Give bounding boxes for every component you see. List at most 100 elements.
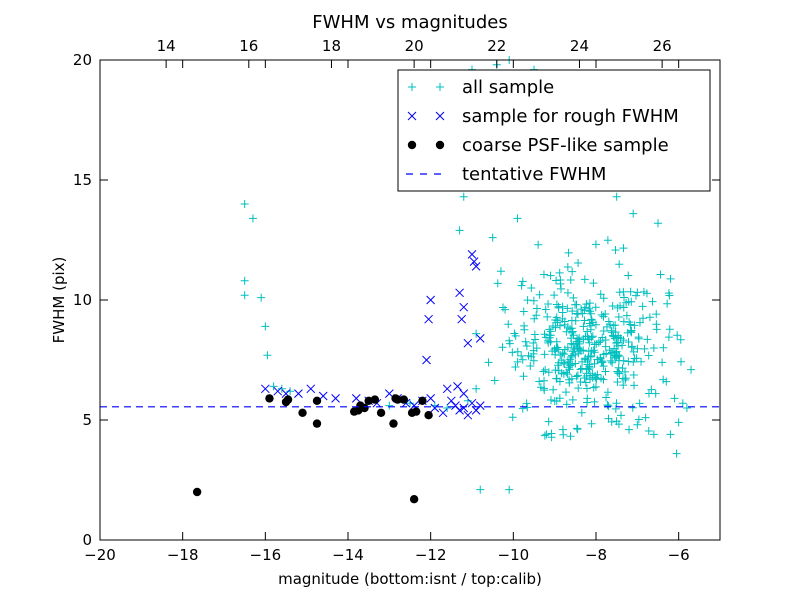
point-rough [430, 403, 440, 413]
point-all [240, 276, 249, 285]
point-all [563, 304, 572, 313]
legend-label-rough: sample for rough FWHM [462, 106, 679, 127]
point-all [610, 334, 619, 343]
point-all [682, 404, 691, 412]
point-all [615, 260, 624, 269]
legend-box [397, 69, 711, 192]
point-all [618, 341, 627, 350]
point-all [406, 399, 414, 408]
point-all [664, 333, 673, 342]
point-all [573, 425, 582, 434]
point-rough [471, 262, 481, 271]
point-all [472, 384, 481, 393]
point-all [586, 351, 595, 360]
point-all [566, 275, 575, 284]
point-all [581, 378, 590, 387]
point-all [624, 357, 633, 366]
point-rough [457, 314, 467, 324]
x-tick-label: −18 [167, 546, 199, 564]
point-all [603, 401, 612, 410]
point-all [581, 332, 590, 341]
point-all [674, 418, 683, 427]
point-all [523, 296, 532, 305]
point-all [532, 304, 541, 313]
point-all [612, 417, 621, 426]
point-all [455, 226, 464, 235]
point-all [592, 375, 601, 384]
point-all [576, 365, 585, 374]
point-all [560, 350, 569, 359]
point-all [541, 365, 550, 374]
point-all [603, 388, 612, 397]
point-rough [467, 398, 477, 408]
point-all [619, 303, 628, 312]
point-all [596, 337, 605, 346]
point-all [591, 382, 600, 391]
point-all [614, 313, 623, 322]
point-all [643, 335, 652, 344]
point-all [629, 358, 638, 367]
point-all [540, 376, 549, 385]
point-all [614, 356, 623, 365]
point-all [513, 357, 522, 366]
point-all [590, 397, 599, 406]
point-all [601, 367, 610, 376]
point-all [644, 427, 653, 436]
point-rough [442, 384, 452, 394]
point-all [567, 351, 576, 360]
point-all [546, 396, 555, 405]
point-all [573, 310, 582, 319]
point-all [585, 319, 594, 328]
point-rough [459, 389, 469, 398]
point-rough [260, 384, 270, 394]
point-all [463, 396, 472, 405]
x-tick-label: −6 [668, 546, 690, 564]
point-all [562, 400, 571, 409]
top-tick-label: 18 [322, 37, 341, 55]
point-all [582, 384, 591, 393]
point-all [519, 307, 528, 316]
point-all [665, 325, 674, 334]
point-all [539, 270, 548, 279]
point-all [619, 317, 628, 326]
legend: all sample sample for rough FWHM coarse … [397, 69, 711, 192]
point-all [603, 236, 612, 245]
x-tick-label: −14 [332, 546, 364, 564]
point-all [566, 352, 575, 361]
point-rough [459, 403, 469, 413]
point-all [616, 301, 625, 310]
point-all [534, 240, 543, 249]
point-all [573, 371, 582, 380]
point-all [586, 321, 595, 330]
point-all [472, 329, 481, 338]
point-all [591, 240, 600, 249]
point-all [518, 404, 527, 413]
point-all [552, 313, 561, 322]
point-all [564, 248, 573, 257]
x-tick-label: −8 [585, 546, 607, 564]
point-all [663, 299, 672, 308]
point-all [687, 365, 696, 374]
point-all [587, 347, 596, 356]
point-all [540, 330, 549, 339]
point-rough [475, 401, 485, 410]
point-all [558, 425, 567, 434]
legend-markers [406, 83, 446, 175]
point-all [637, 357, 646, 366]
point-all [526, 362, 535, 371]
point-all [562, 327, 571, 336]
point-all [548, 347, 557, 356]
point-all [554, 366, 563, 375]
point-all [572, 424, 581, 433]
point-rough [463, 338, 473, 348]
point-all [676, 335, 685, 344]
point-all [625, 425, 634, 434]
point-all [658, 358, 667, 367]
x-axis-top: 14 16 18 20 22 24 26 [157, 37, 672, 68]
point-all [520, 321, 529, 330]
point-all [613, 368, 622, 377]
point-all [602, 349, 611, 358]
point-all [673, 331, 682, 340]
y-tick-label: 20 [73, 51, 92, 69]
point-all [596, 290, 605, 299]
